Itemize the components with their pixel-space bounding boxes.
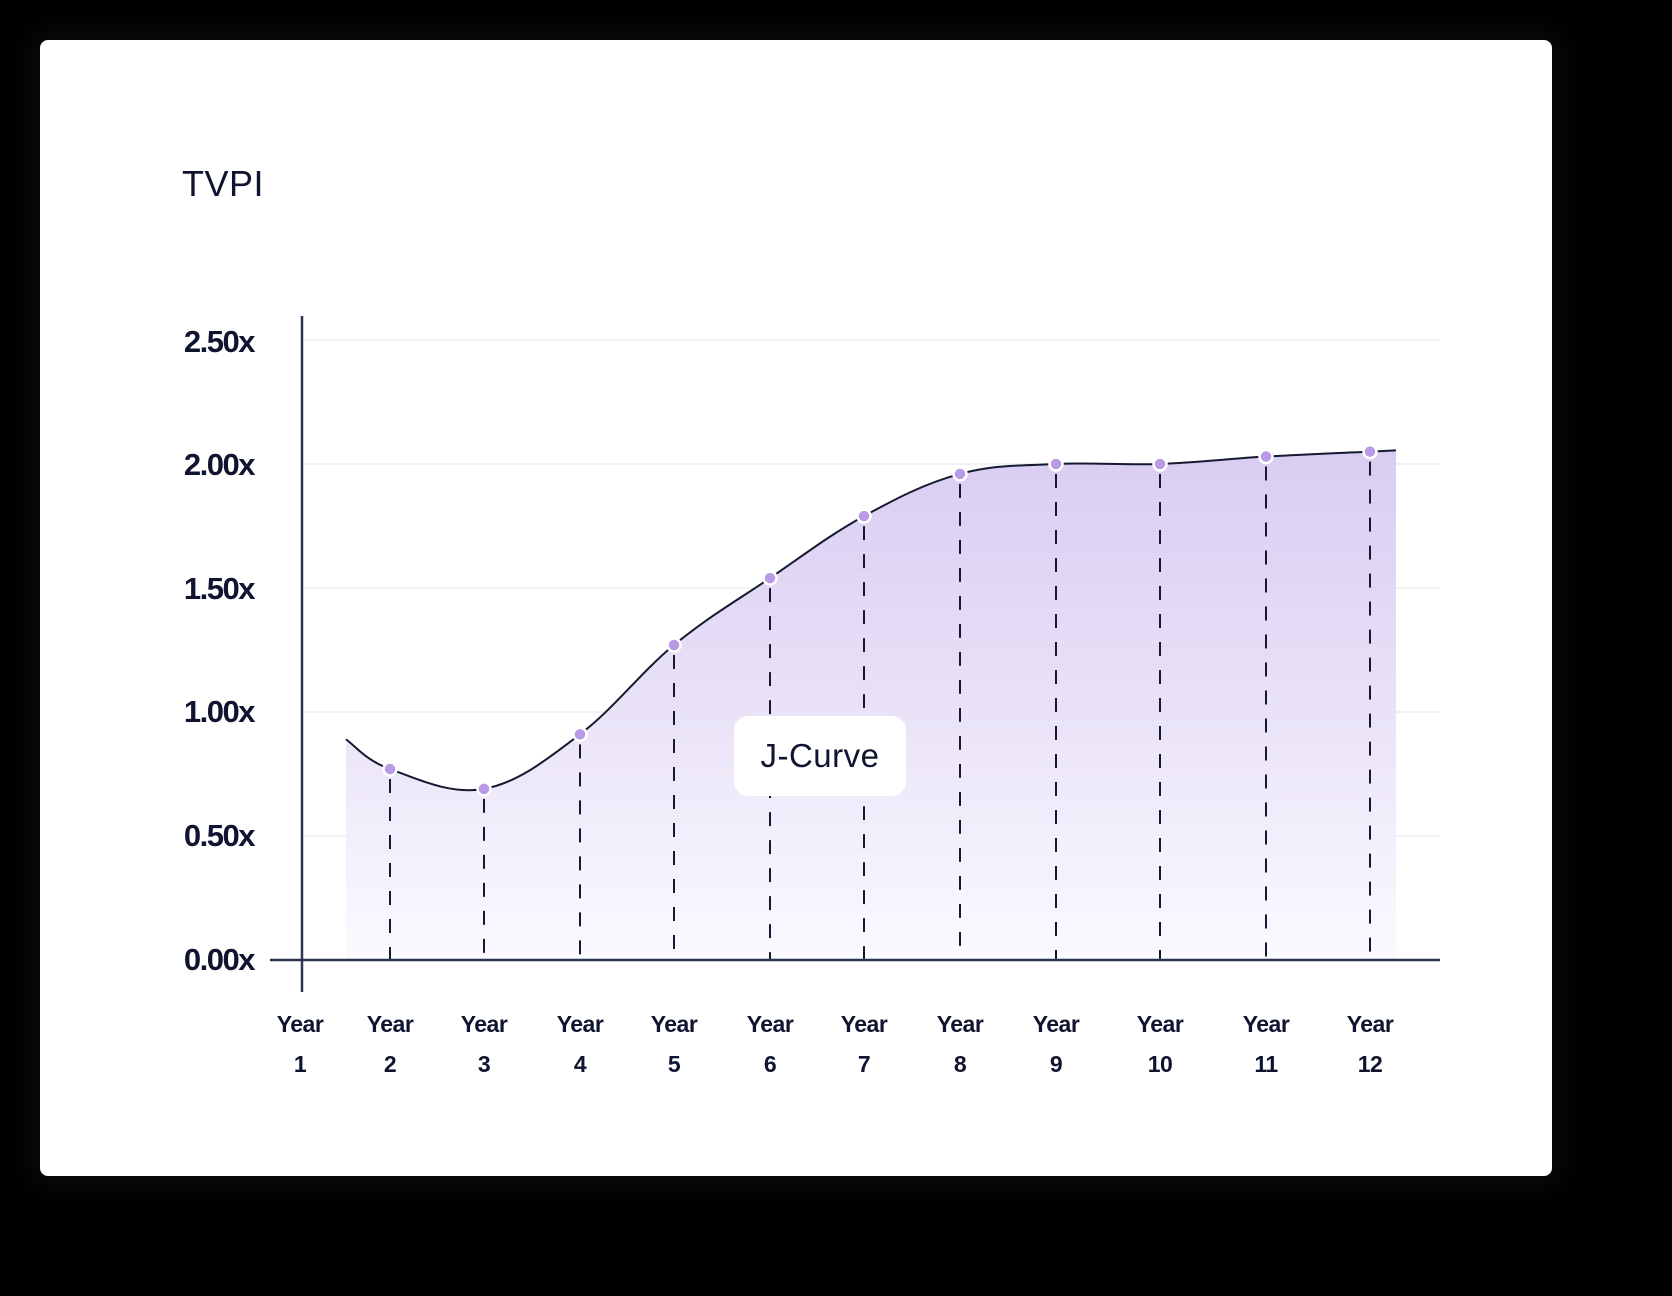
data-point-marker [1362, 443, 1378, 460]
y-tick-label: 2.00x [183, 447, 256, 482]
markers [382, 443, 1378, 797]
data-point-marker [572, 726, 588, 743]
data-point-marker [762, 570, 778, 586]
x-tick-label: Year 2 [366, 1011, 414, 1077]
y-tick-label: 0.00x [183, 942, 256, 977]
x-tick-label: Year 4 [556, 1011, 604, 1077]
y-tick-label: 1.00x [183, 694, 256, 729]
x-tick-label: Year 6 [746, 1011, 794, 1077]
x-tick-label: Year 9 [1032, 1011, 1080, 1077]
x-tick-label: Year 1 [276, 1011, 324, 1077]
x-tick-label: Year 10 [1136, 1011, 1184, 1077]
x-tick-label: Year 11 [1242, 1011, 1290, 1077]
data-point-marker [1048, 456, 1064, 472]
data-point-marker [952, 466, 968, 482]
y-tick-label: 1.50x [183, 571, 256, 606]
x-tick-label: Year 3 [460, 1011, 508, 1077]
y-tick-label: 2.50x [183, 324, 256, 359]
x-tick-label: Year 5 [650, 1011, 698, 1077]
data-point-marker [1258, 448, 1274, 465]
data-point-marker [382, 761, 398, 777]
x-tick-label: Year 7 [840, 1011, 888, 1077]
j-curve-annotation: J-Curve [734, 716, 906, 796]
data-point-marker [1152, 456, 1168, 472]
area-fill [346, 450, 1396, 960]
x-tick-label: Year 12 [1346, 1011, 1394, 1077]
data-point-marker [476, 781, 492, 797]
data-point-marker [666, 637, 682, 653]
y-tick-label: 0.50x [183, 818, 256, 853]
drop-lines [389, 461, 1371, 960]
y-axis-title: TVPI [182, 163, 265, 204]
x-tick-label: Year 8 [936, 1011, 984, 1077]
data-point-marker [856, 508, 872, 524]
